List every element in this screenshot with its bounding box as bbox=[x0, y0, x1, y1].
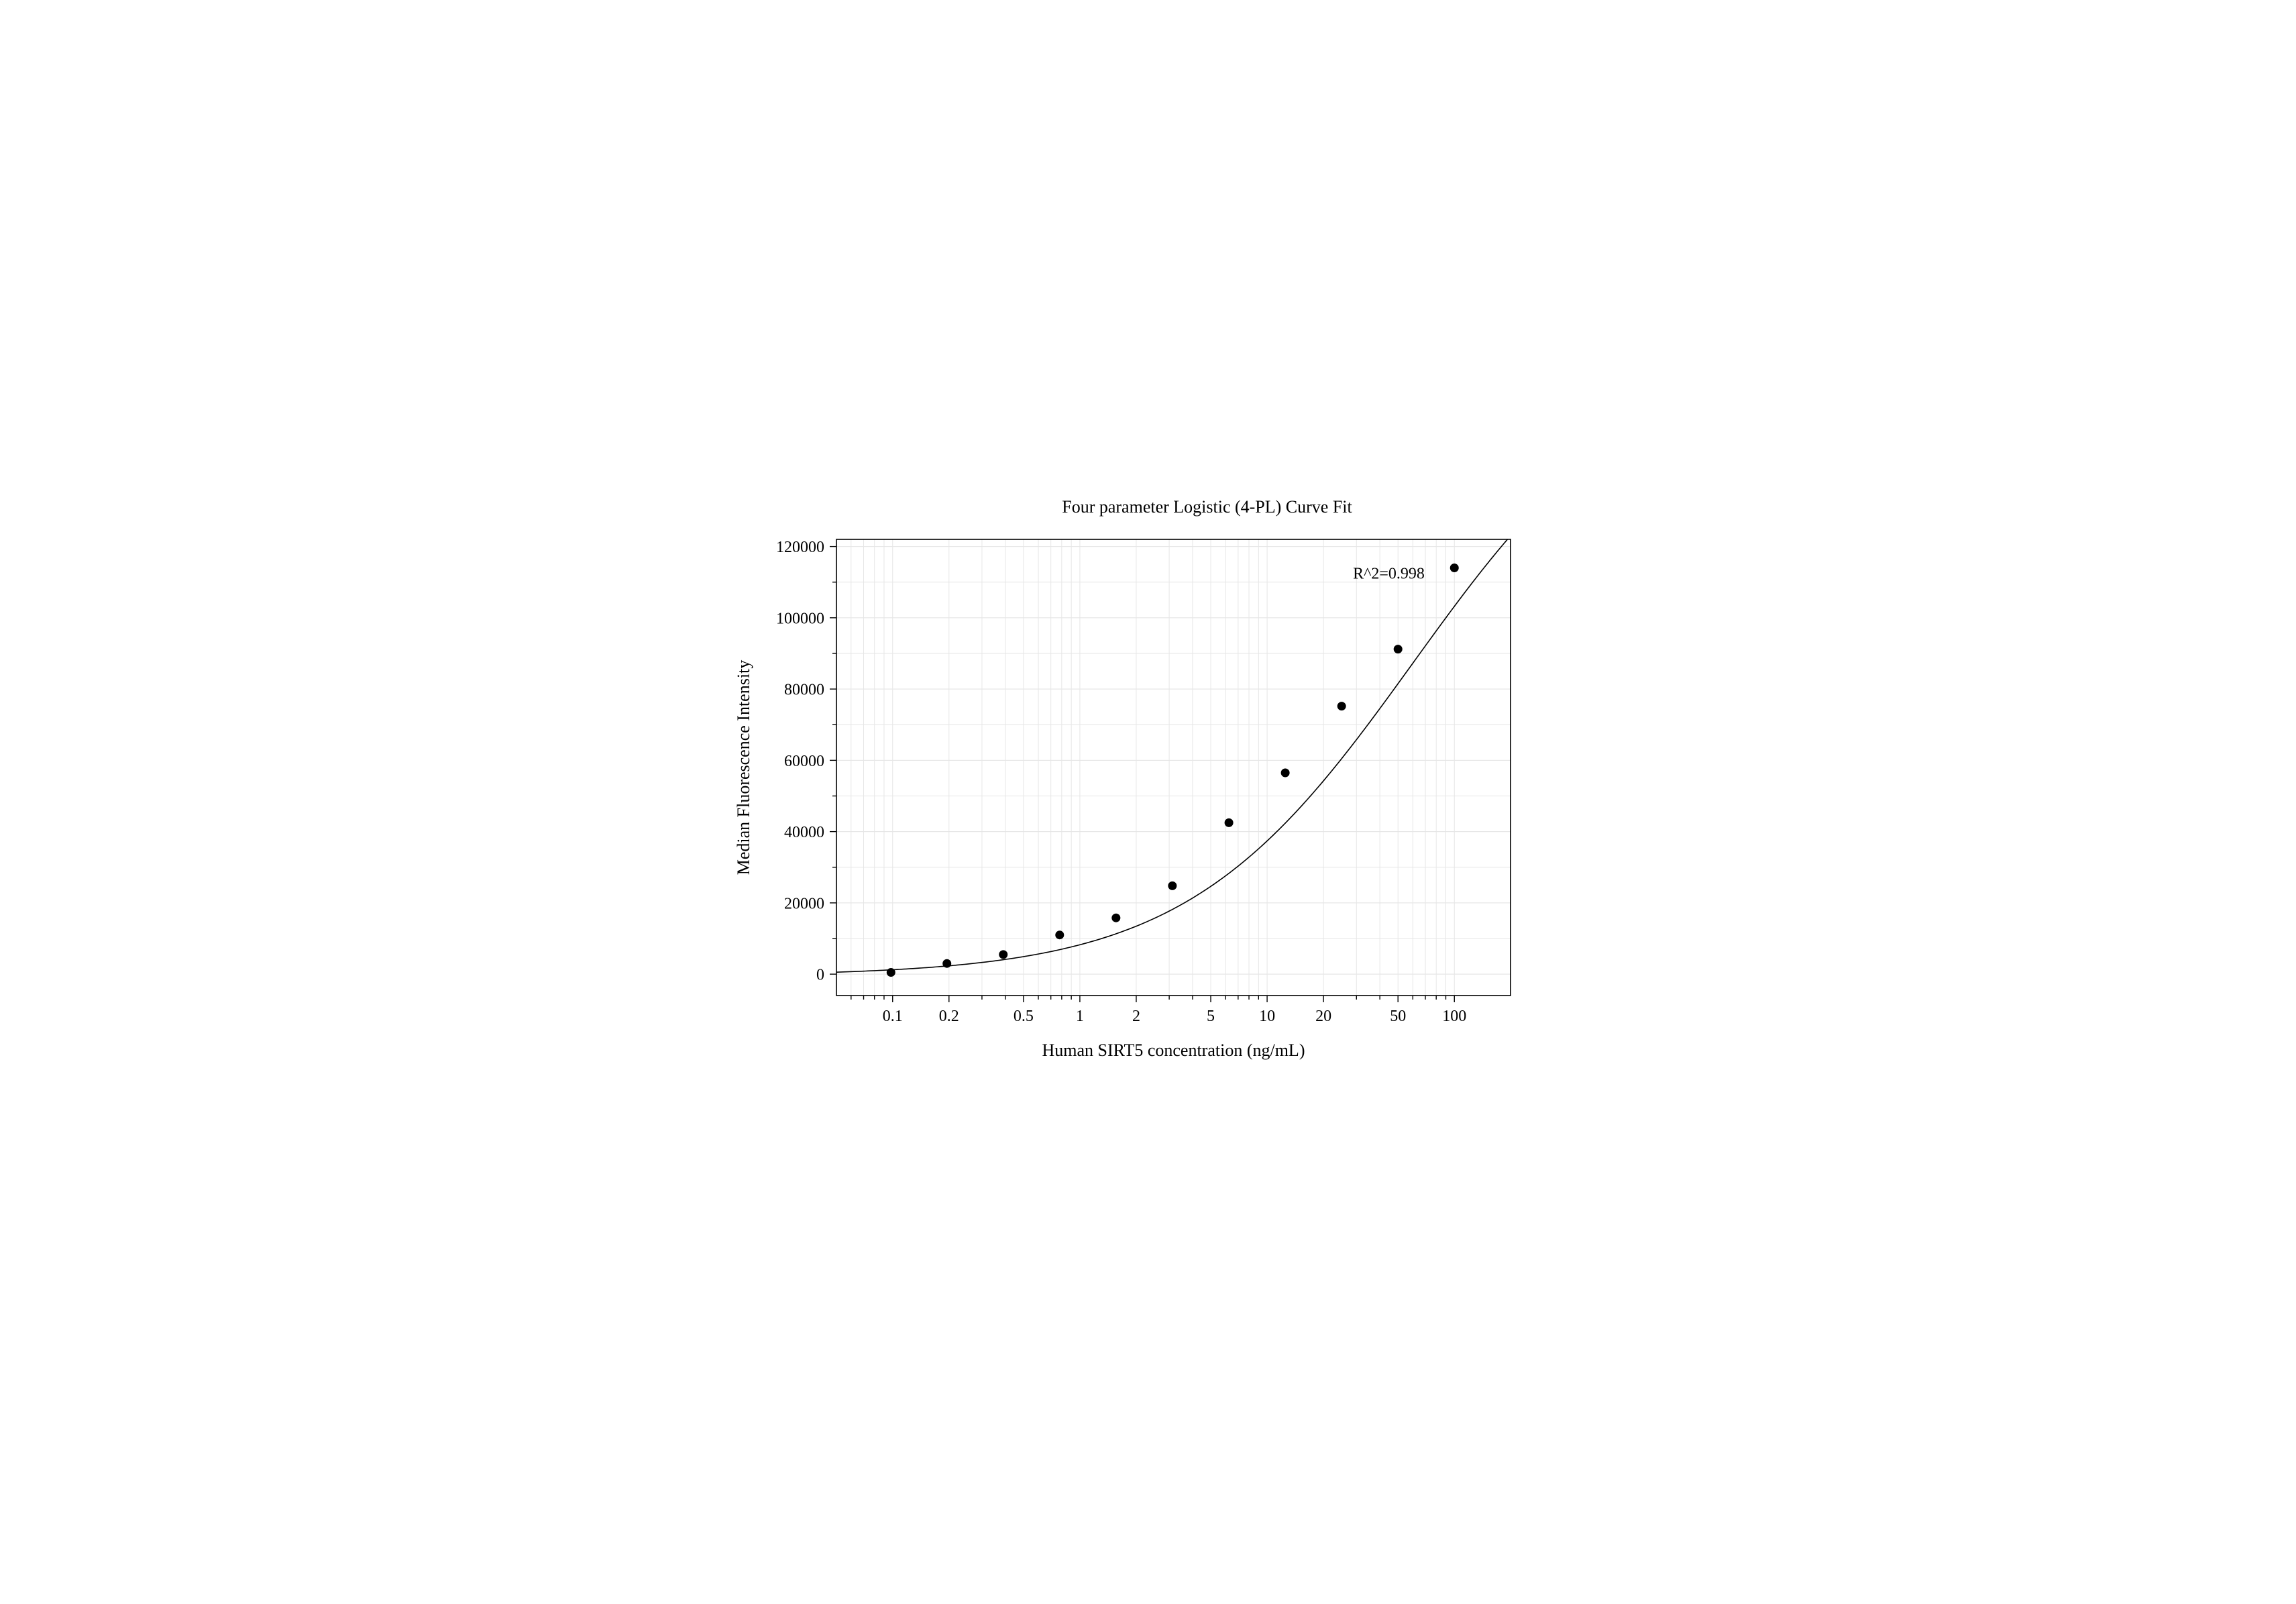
x-tick-label: 0.2 bbox=[938, 1008, 959, 1025]
chart-container: 0.1 0.2 0.5 1 2 5 10 20 50 100 0 20000 40000 60000 800… bbox=[0, 0, 2296, 1604]
x-axis-label: Human SIRT5 concentration (ng/mL) bbox=[1042, 1040, 1305, 1060]
chart-svg: 0.1 0.2 0.5 1 2 5 10 20 50 100 0 20000 40000 60000 800… bbox=[679, 474, 1618, 1131]
data-point bbox=[1450, 564, 1458, 572]
chart-background bbox=[679, 474, 1618, 1131]
y-tick-label: 0 bbox=[816, 966, 824, 983]
data-point bbox=[1225, 818, 1233, 826]
y-tick-label: 80000 bbox=[784, 681, 824, 698]
y-tick-label: 40000 bbox=[784, 824, 824, 841]
y-tick-label: 60000 bbox=[784, 752, 824, 769]
data-point bbox=[1055, 930, 1063, 939]
x-tick-label: 0.1 bbox=[882, 1008, 902, 1025]
data-point bbox=[1111, 914, 1119, 922]
x-tick-label: 5 bbox=[1207, 1008, 1215, 1025]
x-tick-label: 100 bbox=[1442, 1008, 1466, 1025]
data-point bbox=[942, 959, 950, 967]
data-point bbox=[1168, 881, 1176, 890]
x-tick-label: 10 bbox=[1259, 1008, 1275, 1025]
data-point bbox=[1394, 645, 1402, 653]
x-tick-label: 2 bbox=[1132, 1008, 1140, 1025]
x-tick-label: 50 bbox=[1390, 1008, 1406, 1025]
data-point bbox=[999, 950, 1007, 958]
x-tick-label: 20 bbox=[1315, 1008, 1331, 1025]
data-point bbox=[887, 968, 895, 976]
r-squared-annotation: R^2=0.998 bbox=[1353, 565, 1425, 582]
y-tick-label: 100000 bbox=[776, 610, 824, 627]
y-tick-label: 120000 bbox=[776, 539, 824, 556]
x-tick-label: 0.5 bbox=[1013, 1008, 1033, 1025]
y-tick-label: 20000 bbox=[784, 895, 824, 912]
data-point bbox=[1337, 702, 1346, 710]
chart-title: Four parameter Logistic (4-PL) Curve Fit bbox=[1062, 497, 1352, 517]
data-point bbox=[1281, 768, 1289, 776]
y-axis-label: Median Fluorescence Intensity bbox=[734, 659, 753, 875]
x-tick-label: 1 bbox=[1075, 1008, 1083, 1025]
